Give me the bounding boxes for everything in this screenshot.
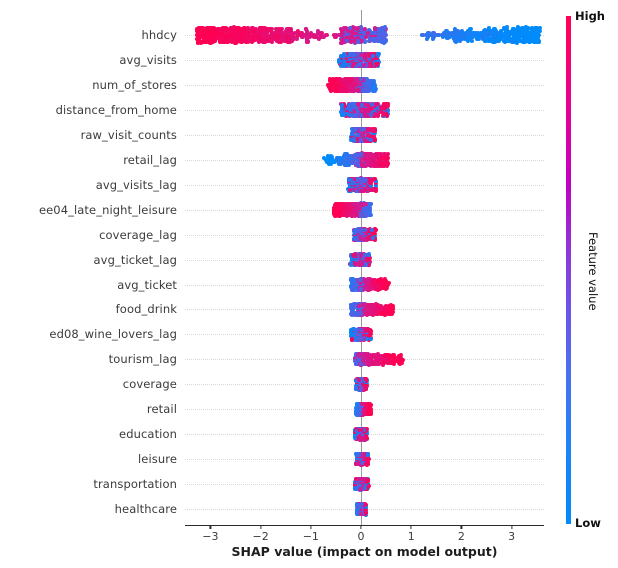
data-point bbox=[329, 161, 333, 165]
data-point bbox=[322, 35, 326, 39]
data-point bbox=[503, 40, 507, 44]
data-point bbox=[470, 39, 474, 43]
data-point bbox=[447, 35, 451, 39]
y-axis-label-leisure: leisure bbox=[138, 452, 177, 466]
data-point bbox=[226, 40, 230, 44]
data-point bbox=[304, 40, 308, 44]
y-axis-label-avg-visits-lag: avg_visits_lag bbox=[96, 178, 177, 192]
data-point bbox=[477, 37, 481, 41]
y-axis-label-retail-lag: retail_lag bbox=[123, 153, 177, 167]
data-point bbox=[466, 39, 470, 43]
y-axis-label-education: education bbox=[119, 427, 177, 441]
y-axis-label-avg-ticket: avg_ticket bbox=[117, 278, 177, 292]
y-axis-feature-labels: hhdcy avg_visits num_of_stores distance_fro… bbox=[0, 0, 177, 568]
y-axis-label-healthcare: healthcare bbox=[115, 502, 177, 516]
y-axis-label-avg-visits: avg_visits bbox=[119, 53, 177, 67]
plot-area bbox=[185, 10, 544, 526]
y-axis-label-ee04-late-night-leisure: ee04_late_night_leisure bbox=[39, 203, 177, 217]
y-axis-label-hhdcy: hhdcy bbox=[141, 28, 177, 42]
y-axis-label-coverage: coverage bbox=[123, 377, 177, 391]
data-point bbox=[497, 39, 501, 43]
data-point bbox=[431, 37, 435, 41]
data-point bbox=[339, 40, 343, 44]
data-point bbox=[425, 37, 429, 41]
y-axis-label-distance-from-home: distance_from_home bbox=[56, 103, 177, 117]
shap-summary-plot-figure: hhdcy avg_visits num_of_stores distance_fro… bbox=[0, 0, 618, 568]
data-point bbox=[386, 152, 390, 156]
y-axis-label-ed08-wine-lovers-lag: ed08_wine_lovers_lag bbox=[49, 327, 177, 341]
y-axis-label-num-of-stores: num_of_stores bbox=[92, 78, 177, 92]
y-axis-label-transportation: transportation bbox=[93, 477, 177, 491]
data-point bbox=[234, 41, 238, 45]
data-point bbox=[347, 163, 351, 167]
data-point bbox=[367, 39, 371, 43]
data-point bbox=[288, 40, 292, 44]
data-point bbox=[295, 37, 299, 41]
data-point bbox=[239, 40, 243, 44]
y-axis-label-tourism-lag: tourism_lag bbox=[109, 352, 177, 366]
data-point bbox=[383, 39, 387, 43]
y-axis-label-coverage-lag: coverage_lag bbox=[99, 228, 177, 242]
data-point bbox=[385, 286, 389, 290]
y-axis-label-food-drink: food_drink bbox=[116, 302, 177, 316]
y-axis-label-raw-visit-counts: raw_visit_counts bbox=[81, 128, 177, 142]
y-axis-label-avg-ticket-lag: avg_ticket_lag bbox=[94, 253, 177, 267]
data-point bbox=[363, 40, 367, 44]
plot-clip bbox=[185, 10, 544, 525]
y-axis-label-retail: retail bbox=[147, 402, 177, 416]
data-point bbox=[441, 35, 445, 39]
